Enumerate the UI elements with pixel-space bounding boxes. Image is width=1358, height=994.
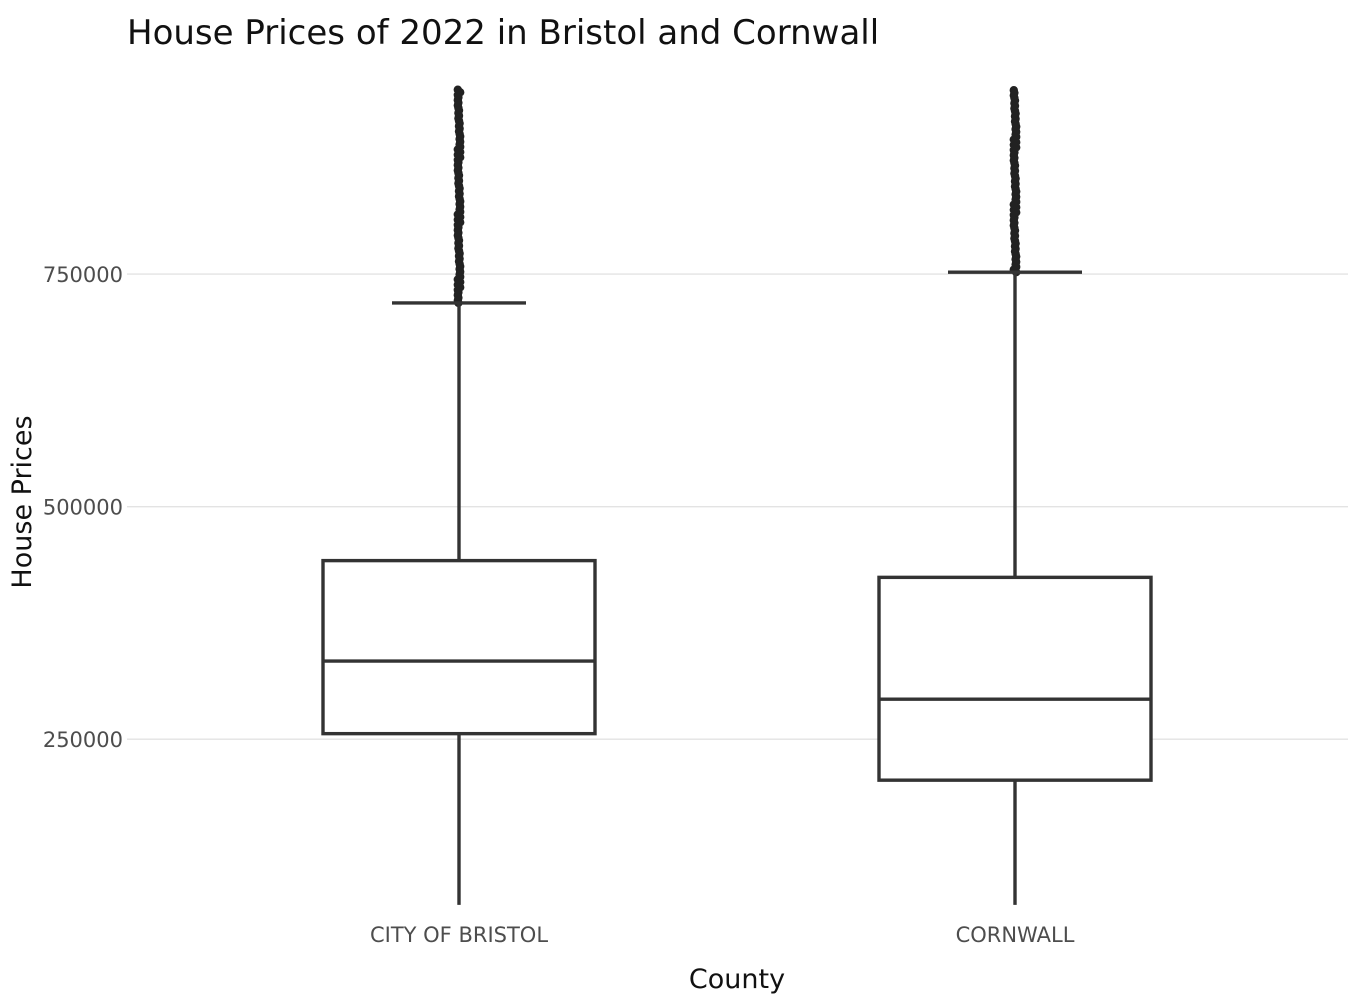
iqr-box: [321, 558, 597, 736]
box-group: [321, 85, 597, 905]
outlier-points: [1009, 86, 1021, 277]
grid-lines: [127, 273, 1348, 740]
iqr-box: [877, 575, 1153, 782]
x-tick-label: CITY OF BRISTOL: [370, 923, 548, 947]
y-tick-label: 500000: [43, 496, 123, 520]
y-tick-label: 250000: [43, 728, 123, 752]
outlier-point: [453, 85, 462, 94]
x-tick-label: CORNWALL: [956, 923, 1075, 947]
chart-title: House Prices of 2022 in Bristol and Corn…: [127, 13, 879, 53]
box-group: [877, 86, 1153, 905]
y-axis-title: House Prices: [7, 415, 38, 588]
y-tick-label: 750000: [43, 263, 123, 287]
outlier-points: [453, 85, 465, 308]
boxes: [321, 85, 1153, 905]
x-axis-title: County: [689, 964, 785, 994]
outlier-point: [1009, 86, 1018, 95]
x-axis-ticks: CITY OF BRISTOL CORNWALL: [370, 923, 1075, 947]
y-axis-ticks: 250000 500000 750000: [43, 263, 123, 752]
